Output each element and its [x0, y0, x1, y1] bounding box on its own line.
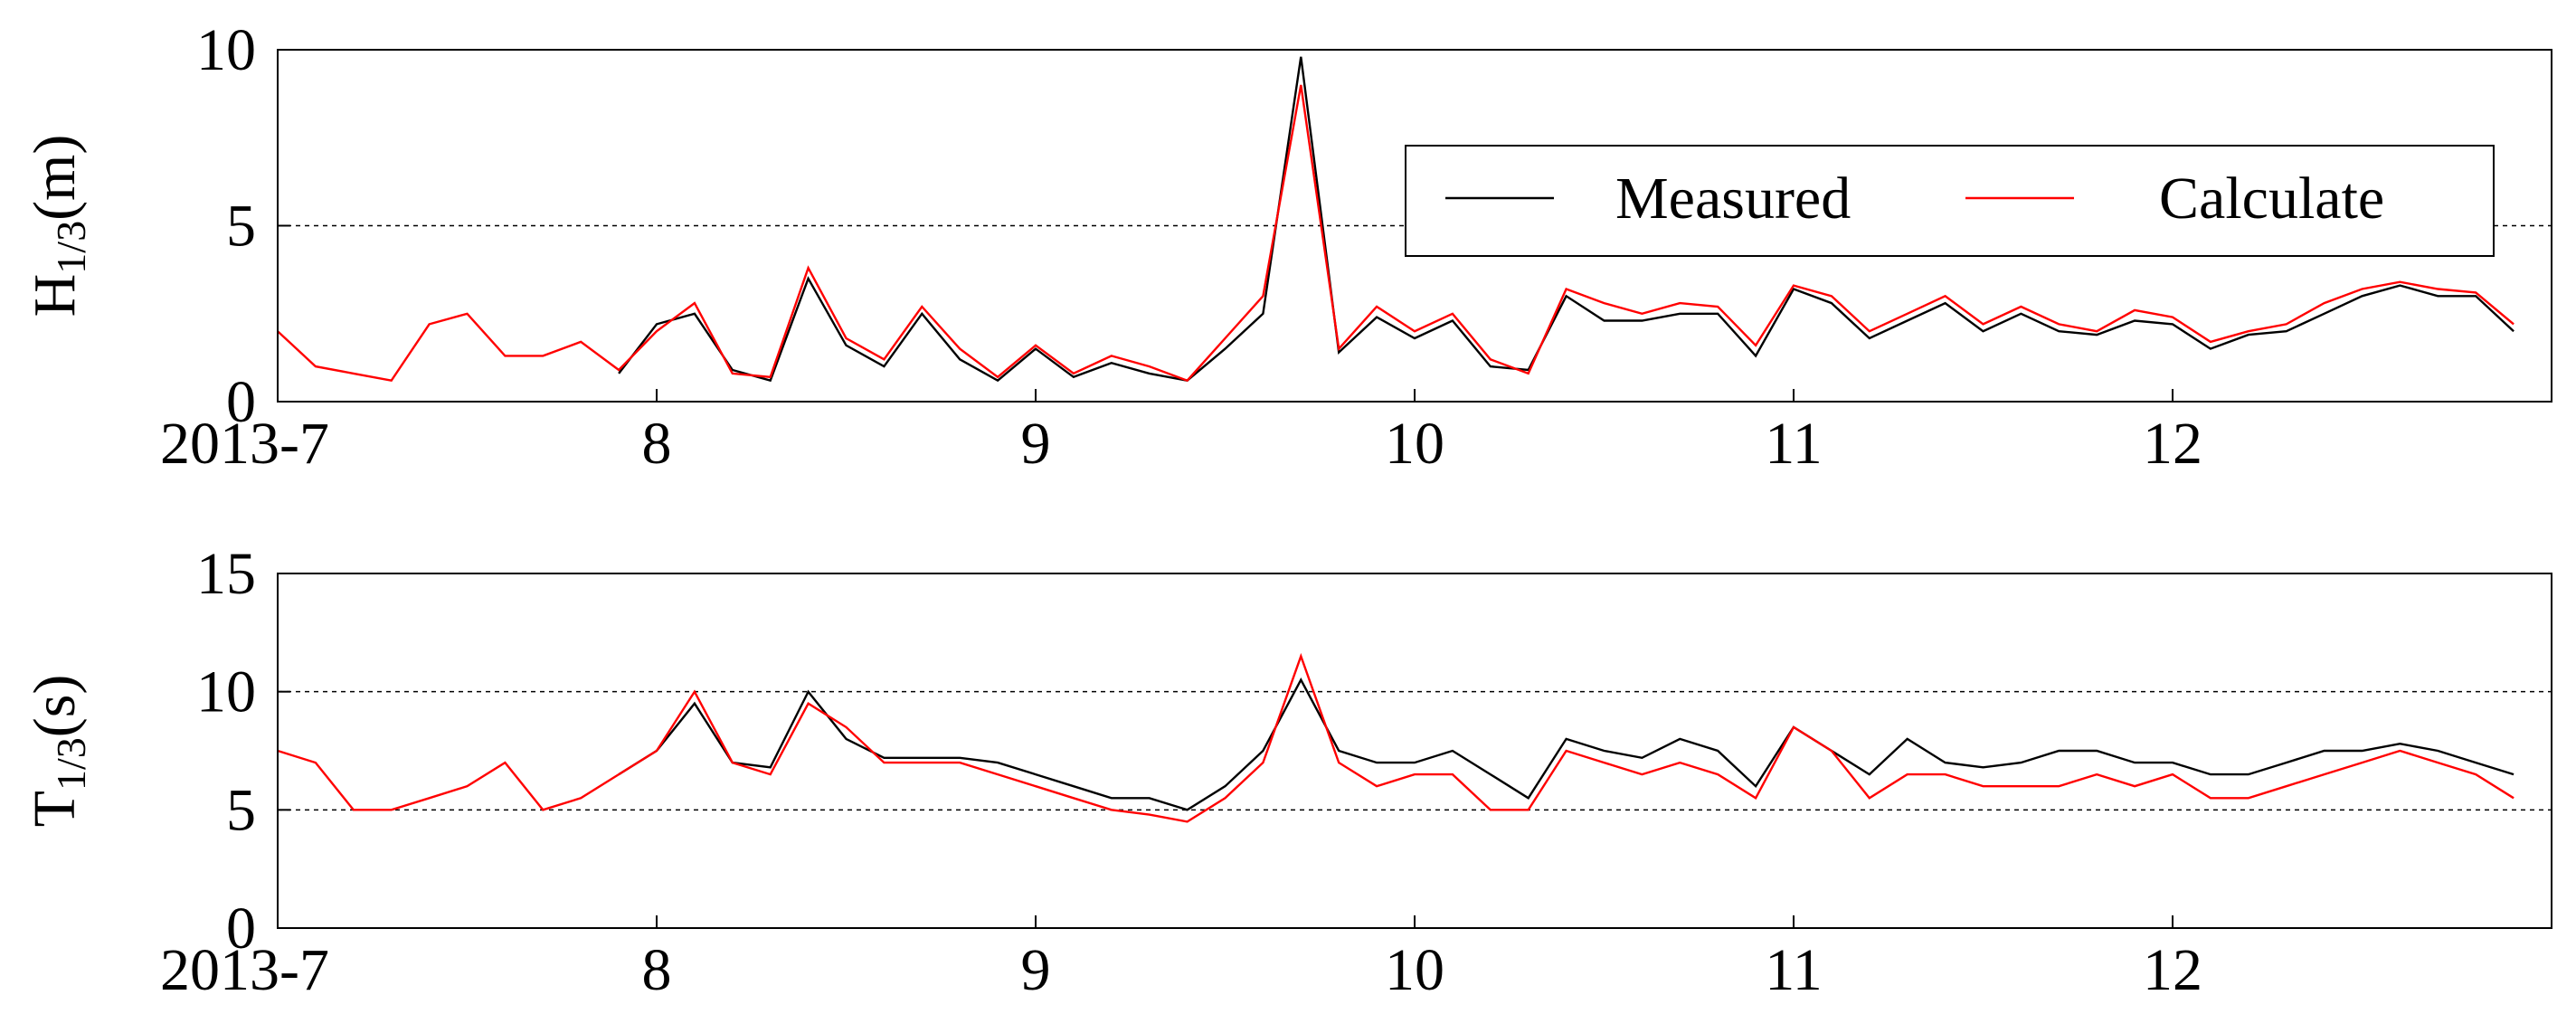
y-tick-label: 10: [196, 17, 256, 83]
x-tick-label: 8: [642, 411, 672, 477]
data-line: [277, 652, 2514, 823]
y-label-part: H: [22, 274, 88, 317]
y-tick-label: 5: [226, 194, 256, 260]
y-label-subscript: 1/3: [48, 221, 94, 274]
y-tick-label: 0: [226, 369, 256, 435]
x-tick-label: 11: [1765, 411, 1823, 477]
x-tick-label: 10: [1385, 937, 1444, 1003]
x-tick-label: 8: [642, 937, 672, 1003]
y-label-part: (s): [22, 675, 88, 738]
x-tick-label: 12: [2143, 411, 2202, 477]
y-label-part: (m): [22, 135, 88, 221]
x-tick-label: 9: [1021, 411, 1051, 477]
y-label-subscript: 1/3: [48, 737, 94, 791]
x-tick-label: 2013-7: [160, 411, 329, 477]
y-axis-label: T1/3(s): [22, 675, 94, 828]
y-axis-label: H1/3(m): [22, 135, 94, 317]
y-tick-label: 5: [226, 777, 256, 843]
data-line: [618, 678, 2514, 811]
data-line: [618, 56, 2514, 383]
legend-label: Calculate: [2159, 166, 2384, 232]
x-tick-label: 10: [1385, 411, 1444, 477]
x-tick-label: 9: [1021, 937, 1051, 1003]
plot-frame: [277, 49, 2552, 403]
x-tick-label: 12: [2143, 937, 2202, 1003]
y-tick-label: 15: [196, 541, 256, 607]
legend-label: Measured: [1615, 166, 1851, 232]
plot-frame: [277, 573, 2552, 929]
y-tick-label: 0: [226, 896, 256, 962]
y-label-part: T: [22, 791, 88, 827]
data-line: [277, 84, 2514, 383]
x-tick-label: 2013-7: [160, 937, 329, 1003]
legend-box: [1405, 145, 2495, 257]
legend: Measured Calculate: [1405, 145, 2495, 257]
x-tick-label: 11: [1765, 937, 1823, 1003]
y-tick-label: 10: [196, 659, 256, 725]
